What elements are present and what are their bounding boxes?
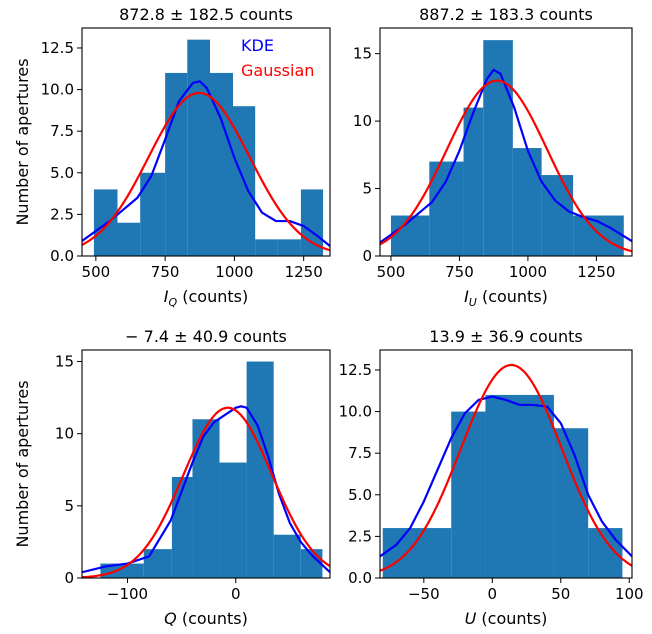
y-tick-label: 7.5 bbox=[348, 444, 372, 462]
histogram-bar bbox=[390, 215, 430, 256]
gaussian-curve bbox=[380, 79, 632, 253]
y-tick-label: 0 bbox=[362, 247, 372, 265]
y-axis-label: Number of apertures bbox=[13, 58, 32, 225]
histogram-bar bbox=[255, 239, 278, 256]
histogram-bar bbox=[429, 161, 464, 256]
legend-entry: KDE bbox=[241, 36, 274, 55]
x-tick-label: 750 bbox=[151, 263, 180, 281]
y-tick-label: 5.0 bbox=[50, 164, 74, 182]
panel-title: 13.9 ± 36.9 counts bbox=[429, 327, 582, 346]
panel-q: −100 0 0 5 10 15 − 7.4 ± 40.9 counts Q (counts)… bbox=[13, 327, 331, 628]
histogram-bar bbox=[210, 72, 234, 256]
kde-curve bbox=[82, 405, 330, 574]
x-tick-label: 1000 bbox=[509, 263, 547, 281]
panel-iu: 500 750 1000 1250 0 5 10 15 887.2 ± 183.3 counts… bbox=[353, 5, 633, 309]
x-axis-subscript: Q bbox=[169, 296, 178, 309]
y-axis-label: Number of apertures bbox=[13, 380, 32, 547]
y-tick-label: 12.5 bbox=[339, 361, 372, 379]
histogram-bar bbox=[451, 411, 486, 578]
y-tick-label: 10 bbox=[55, 425, 74, 443]
histogram-bar bbox=[382, 528, 452, 578]
panel-iq: 500 750 1000 1250 0.0 2.5 5.0 7.5 10.0 12.5 872.8 … bbox=[13, 5, 331, 309]
y-tick-label: 5 bbox=[362, 180, 372, 198]
panel-u: −50 0 50 100 0.0 2.5 5.0 7.5 10.0 12.5 13.9 ± 36.9… bbox=[339, 327, 644, 628]
histogram-bar bbox=[100, 563, 144, 578]
x-tick-label: 0 bbox=[488, 585, 498, 603]
y-tick-label: 2.5 bbox=[348, 527, 372, 545]
x-axis-subscript: U bbox=[469, 296, 477, 309]
x-axis-variable: U bbox=[465, 609, 477, 628]
y-tick-label: 15 bbox=[353, 45, 372, 63]
x-tick-label: 1250 bbox=[577, 263, 615, 281]
plot-frame bbox=[379, 349, 633, 579]
x-tick-label: 50 bbox=[551, 585, 570, 603]
x-tick-label: 0 bbox=[231, 585, 241, 603]
x-tick-label: 500 bbox=[377, 263, 406, 281]
x-axis-unit: (counts) bbox=[177, 287, 248, 306]
x-tick-label: 1250 bbox=[285, 263, 323, 281]
histogram bbox=[382, 394, 623, 578]
histogram-bar bbox=[219, 462, 247, 578]
x-axis-label: IQ (counts) bbox=[164, 287, 248, 309]
y-tick-label: 5.0 bbox=[348, 486, 372, 504]
x-axis-variable: I bbox=[464, 287, 469, 306]
histogram-bar bbox=[187, 39, 211, 256]
plot-frame bbox=[81, 27, 331, 257]
histogram-bar bbox=[117, 222, 141, 256]
x-tick-label: 750 bbox=[445, 263, 474, 281]
histogram-bar bbox=[553, 428, 589, 578]
y-tick-label: 0 bbox=[64, 569, 74, 587]
histogram-bar bbox=[512, 148, 542, 256]
kde-curve bbox=[380, 395, 632, 558]
legend-entry: Gaussian bbox=[241, 61, 314, 80]
x-axis-label: U (counts) bbox=[465, 609, 548, 628]
x-axis-unit: (counts) bbox=[477, 287, 548, 306]
histogram-bar bbox=[485, 394, 554, 578]
x-axis-variable: Q bbox=[164, 609, 177, 628]
y-tick-label: 15 bbox=[55, 353, 74, 371]
x-axis-label: IU (counts) bbox=[464, 287, 548, 309]
x-tick-label: −100 bbox=[107, 585, 148, 603]
x-axis-label: Q (counts) bbox=[164, 609, 248, 628]
plot-frame bbox=[379, 27, 633, 257]
histogram bbox=[100, 361, 323, 578]
x-axis-unit: (counts) bbox=[177, 609, 248, 628]
y-tick-label: 2.5 bbox=[50, 205, 74, 223]
y-tick-label: 0.0 bbox=[50, 247, 74, 265]
gaussian-curve bbox=[82, 406, 330, 578]
histogram-bar bbox=[140, 172, 166, 256]
gaussian-curve bbox=[82, 91, 330, 252]
x-tick-label: 1000 bbox=[215, 263, 253, 281]
x-tick-label: 500 bbox=[82, 263, 111, 281]
y-tick-label: 7.5 bbox=[50, 122, 74, 140]
kde-curve bbox=[82, 80, 330, 247]
x-tick-label: −50 bbox=[408, 585, 440, 603]
x-axis-variable: I bbox=[164, 287, 169, 306]
histogram-bar bbox=[463, 107, 484, 256]
y-tick-label: 12.5 bbox=[41, 39, 74, 57]
panel-title: 887.2 ± 183.3 counts bbox=[419, 5, 593, 24]
y-tick-label: 10 bbox=[353, 112, 372, 130]
y-tick-label: 0.0 bbox=[348, 569, 372, 587]
histogram-bar bbox=[277, 239, 301, 256]
histogram-bar bbox=[273, 534, 301, 578]
y-tick-label: 10.0 bbox=[339, 403, 372, 421]
x-tick-label: 100 bbox=[615, 585, 644, 603]
panel-title: − 7.4 ± 40.9 counts bbox=[125, 327, 287, 346]
gaussian-curve bbox=[380, 363, 632, 572]
histogram-bar bbox=[143, 549, 172, 578]
y-tick-label: 10.0 bbox=[41, 81, 74, 99]
panel-title: 872.8 ± 182.5 counts bbox=[119, 5, 293, 24]
x-axis-unit: (counts) bbox=[476, 609, 547, 628]
plot-frame bbox=[81, 349, 331, 579]
y-tick-label: 5 bbox=[64, 497, 74, 515]
